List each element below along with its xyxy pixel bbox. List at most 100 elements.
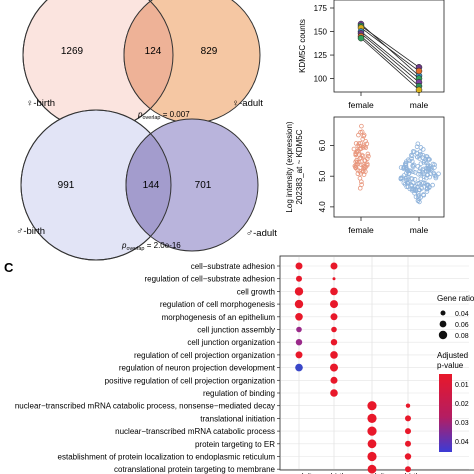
paired-line (360, 31, 420, 79)
venn-female-right-count: 829 (201, 46, 218, 57)
enrichment-dot (367, 451, 377, 462)
venn-male-overlap-count: 144 (143, 180, 160, 191)
expression-point (432, 173, 438, 179)
term-label: regulation of neuron projection developm… (119, 364, 276, 373)
expression-point (412, 184, 418, 189)
enrichment-dot (367, 401, 377, 411)
enrichment-dot (367, 426, 377, 436)
male-point (415, 86, 423, 94)
expression-point (426, 156, 432, 162)
venn-female-right-label: ♀-adult (232, 98, 263, 109)
enrichment-dot (332, 277, 336, 281)
log-intensity-x-axis: female male (348, 217, 428, 235)
legend-pvalue-tick: 0.01 (455, 382, 469, 389)
expression-point (413, 194, 419, 200)
expression-point (436, 171, 441, 177)
kdm5c-counts-paired-lines (357, 20, 423, 94)
kdm5c-counts-x-axis: female male (348, 92, 428, 110)
log-intensity-ylabel-line2: 202383_at ~ KDM5C (295, 129, 304, 204)
term-label: cell junction organization (187, 338, 275, 347)
expression-point (353, 163, 359, 168)
kdm5c-counts-y-axis: 100 125 150 175 (314, 4, 334, 84)
kdm5c-counts-ylabel: KDM5C counts (298, 19, 307, 73)
enrichment-dot (330, 287, 338, 296)
dotplot-dots (294, 262, 412, 474)
expression-point (408, 168, 414, 174)
dotplot-frame (279, 255, 474, 471)
expression-point (359, 129, 365, 135)
expression-point (415, 164, 421, 169)
venn-female-overlap-count: 124 (145, 46, 162, 57)
expression-point (360, 153, 366, 159)
enrichment-dot (405, 428, 411, 435)
expression-point (366, 153, 371, 159)
enrichment-dot (294, 299, 304, 309)
venn-female-left-count: 1269 (61, 46, 84, 57)
expression-point (427, 174, 433, 180)
paired-line (360, 25, 420, 68)
legend-gene-ratio: Gene ratio 0.04 0.06 0.08 (437, 294, 474, 340)
y-tick-label: 175 (314, 4, 328, 13)
enrichment-dot (330, 262, 338, 270)
log-intensity-ylabel-line1: Log intensity (expression) (285, 121, 294, 212)
enrichment-dot (330, 389, 338, 397)
expression-point (398, 176, 404, 181)
legend-size-label: 0.04 (455, 311, 469, 318)
enrichment-dot (405, 415, 411, 422)
enrichment-dot (295, 262, 303, 270)
enrichment-dot (405, 466, 411, 473)
enrichment-dot (296, 275, 302, 282)
expression-point (418, 161, 424, 166)
term-label: nuclear−transcribed mRNA catabolic proce… (15, 402, 275, 411)
dotplot-x-axis: ♀-adult ♀-birth ♂-adult ♂-birth (286, 472, 420, 474)
x-tick-label: female (348, 225, 374, 235)
term-label: nuclear−transcribed mRNA catabolic proce… (115, 427, 275, 436)
panel-c-label: C (4, 260, 14, 275)
term-label: regulation of cell morphogenesis (160, 300, 275, 309)
expression-point (360, 136, 366, 142)
expression-point (405, 168, 411, 174)
term-label: cotranslational protein targeting to mem… (114, 465, 276, 474)
expression-point (419, 186, 424, 191)
expression-point (423, 156, 429, 162)
kdm5c-counts-plot: KDM5C counts 100 125 150 175 female male (298, 0, 445, 110)
enrichment-dot (404, 453, 412, 460)
expression-point (408, 176, 414, 181)
expression-point (356, 141, 362, 146)
expression-point (359, 179, 364, 185)
enrichment-dot (295, 351, 303, 359)
expression-point (360, 166, 366, 172)
paired-line (360, 37, 420, 91)
y-tick-label: 4.0 (318, 201, 327, 213)
kdm5c-counts-frame (333, 0, 445, 93)
enrichment-dot (405, 403, 411, 408)
enrichment-dot (296, 326, 302, 333)
x-tick-label: female (348, 100, 374, 110)
expression-point (401, 165, 406, 171)
expression-point (404, 177, 410, 183)
venn-female-pvalue: poverlap = 0.007 (137, 110, 190, 121)
expression-point (421, 174, 427, 180)
x-tick-label: male (410, 225, 429, 235)
log-intensity-points (351, 123, 441, 205)
expression-point (421, 171, 426, 177)
x-tick-label: ♂-adult (359, 472, 386, 474)
enrichment-dot (295, 363, 303, 372)
x-tick-label: male (410, 100, 429, 110)
expression-point (411, 188, 417, 193)
enrichment-dot (330, 313, 338, 321)
legend-size-dot (439, 320, 447, 328)
expression-point (401, 180, 407, 186)
venn-male: 991 144 701 ♂-birth ♂-adult poverlap = 2… (16, 109, 277, 261)
paired-line (360, 33, 420, 83)
expression-point (364, 156, 370, 161)
female-point (357, 34, 365, 42)
expression-point (415, 141, 421, 147)
expression-point (424, 166, 429, 171)
x-tick-label: ♀-adult (286, 472, 313, 474)
expression-point (354, 157, 359, 163)
expression-point (361, 143, 367, 148)
expression-point (362, 144, 368, 149)
expression-point (409, 183, 415, 188)
